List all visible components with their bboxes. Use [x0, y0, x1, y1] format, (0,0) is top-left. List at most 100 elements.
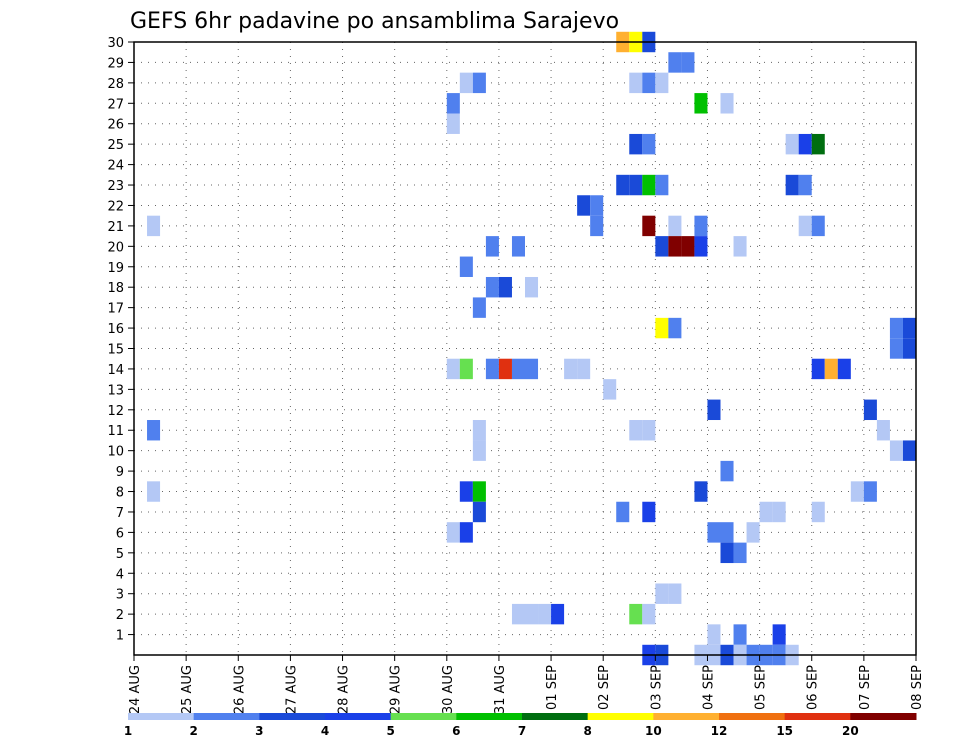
- heatmap-cell: [147, 420, 161, 441]
- heatmap-cell: [798, 174, 812, 196]
- y-tick-label: 23: [107, 179, 124, 194]
- heatmap-cell: [733, 236, 747, 257]
- heatmap-cell: [668, 215, 682, 237]
- y-tick-label: 22: [107, 199, 124, 214]
- heatmap-cell: [629, 174, 643, 196]
- heatmap-cell: [472, 72, 486, 94]
- legend-label: 4: [321, 724, 329, 738]
- x-tick-label: 31 AUG: [493, 665, 508, 714]
- heatmap-cell: [147, 481, 161, 502]
- legend-label: 15: [776, 724, 793, 738]
- legend-swatch: [784, 713, 851, 720]
- heatmap-cell: [694, 93, 708, 114]
- x-tick-label: 25 AUG: [180, 665, 195, 714]
- heatmap-cell: [655, 236, 669, 257]
- y-tick-label: 26: [107, 118, 124, 133]
- legend-label: 10: [645, 724, 662, 738]
- legend-swatch: [259, 713, 326, 720]
- x-axis-ticks: 24 AUG 25 AUG 26 AUG 27 AUG 28 AUG 29 AUG 30 A…: [128, 655, 925, 714]
- heatmap-cell: [525, 603, 539, 625]
- y-tick-label: 18: [107, 281, 124, 296]
- heatmap-cell: [824, 358, 838, 380]
- heatmap-cell: [459, 481, 473, 502]
- heatmap-cell: [590, 215, 604, 237]
- heatmap-cell: [746, 522, 760, 543]
- heatmap-cell: [616, 501, 630, 523]
- y-tick-label: 27: [107, 97, 124, 112]
- y-tick-label: 14: [107, 363, 124, 378]
- heatmap-cell: [902, 440, 916, 461]
- legend-label: 3: [255, 724, 263, 738]
- heatmap-cell: [459, 72, 473, 94]
- legend-swatch: [390, 713, 457, 720]
- heatmap-cell: [681, 52, 695, 73]
- y-tick-label: 9: [116, 465, 124, 480]
- heatmap-cell: [642, 215, 656, 237]
- legend-label: 6: [452, 724, 460, 738]
- y-tick-label: 28: [107, 77, 124, 92]
- heatmap-cell: [889, 338, 903, 359]
- y-tick-label: 4: [116, 567, 124, 582]
- heatmap-cell: [485, 236, 499, 257]
- heatmap-cell: [446, 522, 460, 543]
- heatmap-cell: [629, 420, 643, 441]
- heatmap-cell: [785, 174, 799, 196]
- heatmap-cell: [733, 542, 747, 564]
- heatmap-cell: [642, 603, 656, 625]
- heatmap-cell: [577, 358, 591, 380]
- heatmap-cell: [629, 603, 643, 625]
- heatmap-cell: [837, 358, 851, 380]
- heatmap-cell: [511, 603, 525, 625]
- heatmap-cell: [472, 420, 486, 441]
- y-tick-label: 7: [116, 506, 124, 521]
- heatmap-cell: [889, 440, 903, 461]
- heatmap-cell: [642, 420, 656, 441]
- heatmap-cell: [577, 195, 591, 216]
- x-tick-label: 28 AUG: [337, 665, 352, 714]
- heatmap-cell: [876, 420, 890, 441]
- heatmap-cell: [681, 236, 695, 257]
- heatmap-cell: [733, 624, 747, 645]
- legend-label: 5: [386, 724, 394, 738]
- heatmap-cell: [668, 236, 682, 257]
- heatmap-cell: [446, 358, 460, 380]
- x-tick-label: 29 AUG: [389, 665, 404, 714]
- legend-swatch: [587, 713, 654, 720]
- heatmap-cell: [811, 358, 825, 380]
- legend-label: 8: [583, 724, 591, 738]
- heatmap-cell: [772, 624, 786, 645]
- chart-title: GEFS 6hr padavine po ansamblima Sarajevo: [130, 9, 619, 34]
- heatmap-cell: [446, 93, 460, 114]
- x-tick-label: 02 SEP: [597, 665, 612, 710]
- heatmap-cell: [785, 133, 799, 155]
- x-tick-label: 24 AUG: [128, 665, 143, 714]
- heatmap-cell: [525, 358, 539, 380]
- heatmap-cell: [863, 481, 877, 502]
- heatmap-cell: [811, 501, 825, 523]
- y-tick-label: 29: [107, 56, 124, 71]
- legend-swatch: [193, 713, 260, 720]
- heatmap-cell: [720, 542, 734, 564]
- heatmap-cell: [902, 338, 916, 359]
- heatmap-cell: [642, 501, 656, 523]
- heatmap-cell: [668, 52, 682, 73]
- heatmap-cell: [811, 133, 825, 155]
- heatmap-cell: [798, 133, 812, 155]
- y-tick-label: 25: [107, 138, 124, 153]
- heatmap-cell: [590, 195, 604, 216]
- y-tick-label: 16: [107, 322, 124, 337]
- y-tick-label: 2: [116, 608, 124, 623]
- y-tick-label: 21: [107, 220, 124, 235]
- heatmap-cell: [511, 236, 525, 257]
- heatmap-cell: [511, 358, 525, 380]
- y-tick-label: 10: [107, 445, 124, 460]
- legend-swatch: [128, 713, 195, 720]
- heatmap-cell: [498, 358, 512, 380]
- legend-label: 7: [518, 724, 526, 738]
- y-tick-label: 30: [107, 36, 124, 51]
- y-tick-label: 6: [116, 526, 124, 541]
- y-tick-label: 19: [107, 261, 124, 276]
- x-tick-label: 08 SEP: [910, 665, 925, 710]
- heatmap-cell: [485, 276, 499, 298]
